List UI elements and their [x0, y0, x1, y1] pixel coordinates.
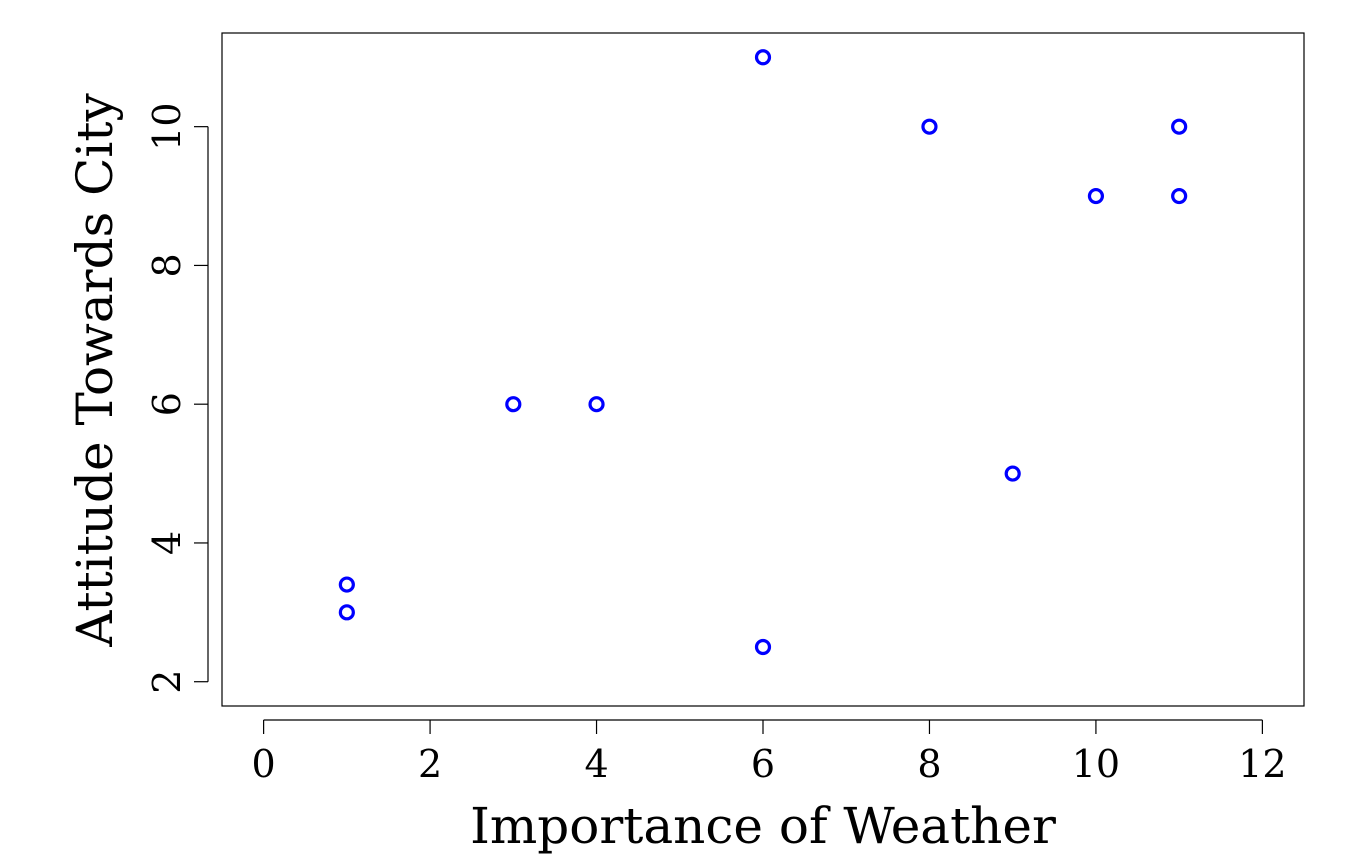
y-tick-label: 8 — [145, 253, 189, 277]
data-point — [1087, 187, 1105, 205]
data-point — [338, 576, 355, 593]
data-point — [338, 604, 355, 621]
x-tick-label: 12 — [1238, 742, 1286, 786]
data-point — [754, 49, 772, 66]
y-axis: 2 4 6 8 10 — [145, 102, 209, 694]
data-point — [754, 638, 772, 656]
data-point — [1004, 465, 1021, 482]
data-point — [1171, 187, 1188, 205]
y-tick-label: 6 — [145, 392, 189, 416]
x-axis: 0 2 4 6 8 10 12 — [252, 719, 1287, 786]
data-point — [588, 396, 605, 413]
data-point — [921, 118, 938, 135]
y-tick-label: 10 — [145, 102, 189, 150]
y-tick-label: 4 — [145, 531, 189, 555]
x-tick-label: 4 — [584, 742, 608, 786]
x-tick-label: 0 — [252, 742, 276, 786]
data-point — [1171, 118, 1188, 135]
data-points — [338, 49, 1188, 656]
x-tick-label: 2 — [418, 742, 442, 786]
x-tick-label: 6 — [751, 742, 775, 786]
plot-frame — [221, 32, 1305, 707]
y-axis-label: Attitude Towards City — [66, 93, 124, 648]
y-tick-label: 2 — [145, 670, 189, 694]
data-point — [505, 396, 522, 413]
x-tick-label: 10 — [1072, 742, 1120, 786]
x-tick-label: 8 — [917, 742, 941, 786]
x-axis-label: Importance of Weather — [470, 797, 1056, 854]
